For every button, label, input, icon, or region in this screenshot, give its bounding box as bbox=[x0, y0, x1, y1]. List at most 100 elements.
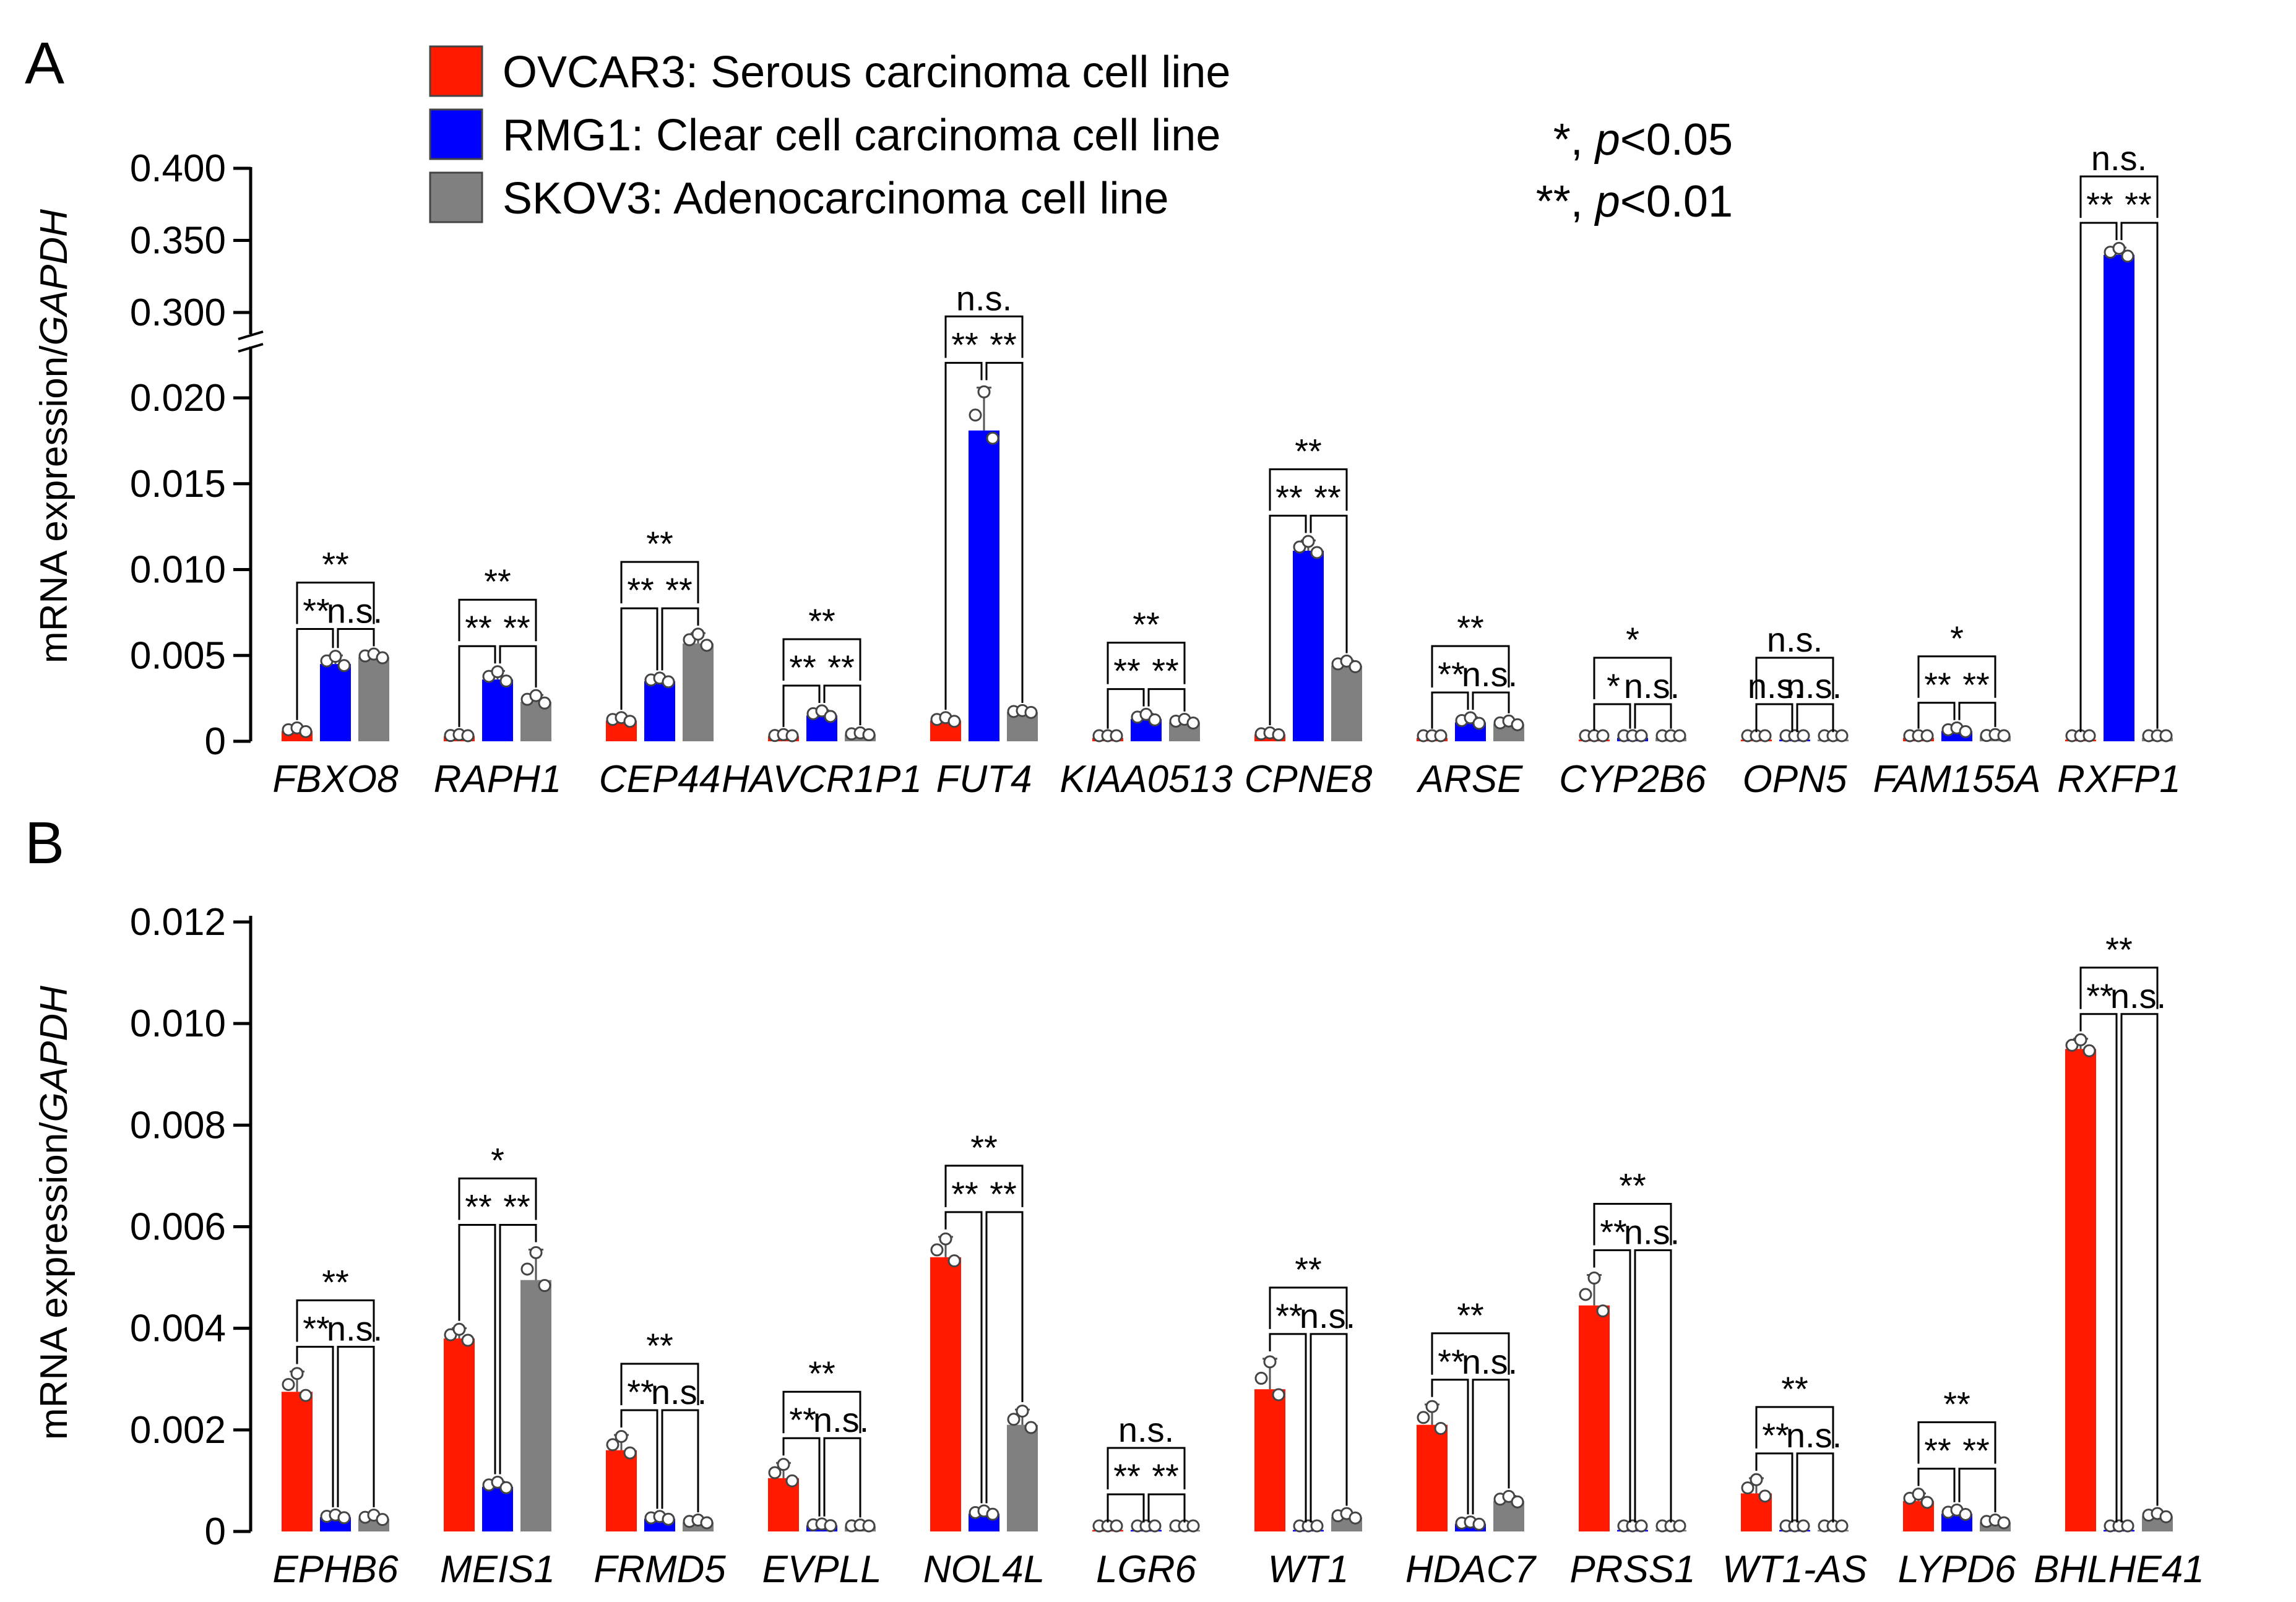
data-point bbox=[1272, 1388, 1285, 1402]
sig-bracket bbox=[2079, 967, 2159, 1009]
sig-bracket bbox=[1634, 703, 1672, 729]
legend: OVCAR3: Serous carcinoma cell line RMG1: … bbox=[429, 45, 1230, 223]
sig-bracket bbox=[823, 1437, 861, 1518]
bar-ovcar3 bbox=[282, 1392, 313, 1531]
sig-bracket bbox=[1472, 1379, 1510, 1515]
data-point bbox=[1301, 535, 1315, 548]
sig-label: ** bbox=[627, 1372, 654, 1411]
data-point bbox=[1912, 1488, 1925, 1501]
gene-label: LYPD6 bbox=[1898, 1548, 2016, 1591]
sig-label: * bbox=[1950, 619, 1964, 658]
sig-bracket bbox=[782, 1437, 821, 1517]
sig-label: n.s. bbox=[2091, 139, 2147, 178]
sig-bracket bbox=[661, 1409, 699, 1513]
y-tick-label: 0.012 bbox=[130, 901, 226, 944]
data-point bbox=[538, 1279, 551, 1293]
sig-bracket bbox=[1310, 1333, 1348, 1523]
gene-label: EPHB6 bbox=[272, 1548, 399, 1591]
data-point bbox=[1434, 729, 1448, 743]
note-p: p bbox=[1594, 115, 1620, 165]
sig-label: ** bbox=[303, 591, 330, 630]
y-tick-label: 0.300 bbox=[130, 291, 226, 334]
sig-bracket bbox=[1269, 514, 1307, 726]
sig-label: ** bbox=[1438, 655, 1465, 694]
gene-label: BHLHE41 bbox=[2034, 1548, 2204, 1591]
sig-bracket bbox=[1107, 1447, 1186, 1489]
sig-label: ** bbox=[1943, 1384, 1970, 1423]
data-point bbox=[2082, 1044, 2096, 1057]
sig-label: ** bbox=[1619, 1166, 1646, 1205]
data-point bbox=[1148, 1519, 1162, 1533]
bar-rmg1 bbox=[482, 1486, 513, 1531]
sig-bracket bbox=[2079, 1013, 2118, 1523]
data-point bbox=[337, 659, 351, 673]
data-point bbox=[977, 385, 991, 398]
sig-bracket bbox=[985, 1211, 1024, 1504]
y-axis-label: mRNA expression/GAPDH bbox=[33, 209, 76, 663]
data-point bbox=[1110, 1519, 1123, 1533]
y-tick-label: 0.015 bbox=[130, 463, 226, 506]
sig-label: ** bbox=[1962, 665, 1990, 704]
bar-rmg1 bbox=[969, 430, 999, 741]
data-point bbox=[768, 1466, 782, 1479]
sig-label: ** bbox=[1962, 1431, 1990, 1470]
sig-label: ** bbox=[1924, 1431, 1951, 1470]
sig-label: ** bbox=[1152, 652, 1179, 691]
sig-bracket bbox=[1472, 691, 1510, 713]
sig-label: n.s. bbox=[1118, 1410, 1174, 1449]
y-axis-label-gene: GAPDH bbox=[33, 986, 76, 1122]
significance-notes: *, p<0.05 **, p<0.01 bbox=[1536, 115, 1733, 226]
data-point bbox=[1835, 1519, 1849, 1533]
y-axis-label-prefix: mRNA expression/ bbox=[33, 345, 76, 663]
data-point bbox=[1750, 1473, 1763, 1486]
sig-label: ** bbox=[322, 545, 349, 584]
bar-skov3 bbox=[1331, 665, 1362, 741]
note-p: p bbox=[1594, 177, 1620, 226]
sig-label: n.s. bbox=[1767, 620, 1823, 659]
data-point bbox=[1596, 1304, 1610, 1318]
gene-label: FBXO8 bbox=[272, 758, 399, 801]
panel-a: A 0 0.005 0.010 0.015 0.020 0.300 0.350 0.400 mRN… bbox=[25, 30, 2181, 801]
sig-bracket bbox=[782, 1390, 861, 1434]
data-point bbox=[499, 674, 513, 688]
bar-rmg1 bbox=[1293, 550, 1324, 741]
sig-bracket bbox=[296, 1345, 334, 1507]
sig-bracket bbox=[1917, 702, 1956, 729]
gene-label: HDAC7 bbox=[1405, 1548, 1537, 1591]
data-point bbox=[662, 675, 675, 689]
gene-label: FAM155A bbox=[1873, 758, 2040, 801]
data-point bbox=[1016, 1404, 1029, 1418]
data-point bbox=[1024, 1421, 1038, 1434]
sig-label: ** bbox=[1457, 608, 1484, 647]
data-point bbox=[491, 665, 504, 679]
bar-ovcar3 bbox=[1254, 1389, 1285, 1531]
data-point bbox=[1741, 1481, 1754, 1495]
gene-label: EVPLL bbox=[762, 1548, 881, 1591]
data-point bbox=[1579, 1288, 1592, 1301]
sig-bracket bbox=[1593, 657, 1672, 699]
sig-bracket bbox=[1796, 1452, 1834, 1523]
sig-label: ** bbox=[665, 571, 693, 609]
sig-bracket bbox=[620, 607, 658, 710]
data-point bbox=[538, 696, 551, 710]
data-point bbox=[623, 1446, 637, 1460]
note-separator: , bbox=[1571, 177, 1595, 226]
data-point bbox=[1472, 1517, 1486, 1531]
data-point bbox=[452, 1322, 466, 1336]
data-point bbox=[824, 710, 837, 723]
sig-label: ** bbox=[503, 1187, 530, 1226]
gene-label: RXFP1 bbox=[2057, 758, 2181, 801]
data-point bbox=[1797, 729, 1810, 743]
data-point bbox=[824, 1519, 837, 1533]
sig-label: ** bbox=[1762, 1416, 1789, 1455]
sig-label: * bbox=[491, 1140, 504, 1179]
data-point bbox=[1007, 1413, 1021, 1426]
data-point bbox=[1310, 1519, 1324, 1533]
gene-label: FRMD5 bbox=[593, 1548, 726, 1591]
sig-bracket bbox=[1755, 657, 1834, 699]
sig-bracket bbox=[458, 1177, 537, 1220]
sig-bracket bbox=[1755, 703, 1793, 733]
data-point bbox=[2082, 729, 2096, 743]
bar-rmg1 bbox=[2104, 254, 2134, 741]
